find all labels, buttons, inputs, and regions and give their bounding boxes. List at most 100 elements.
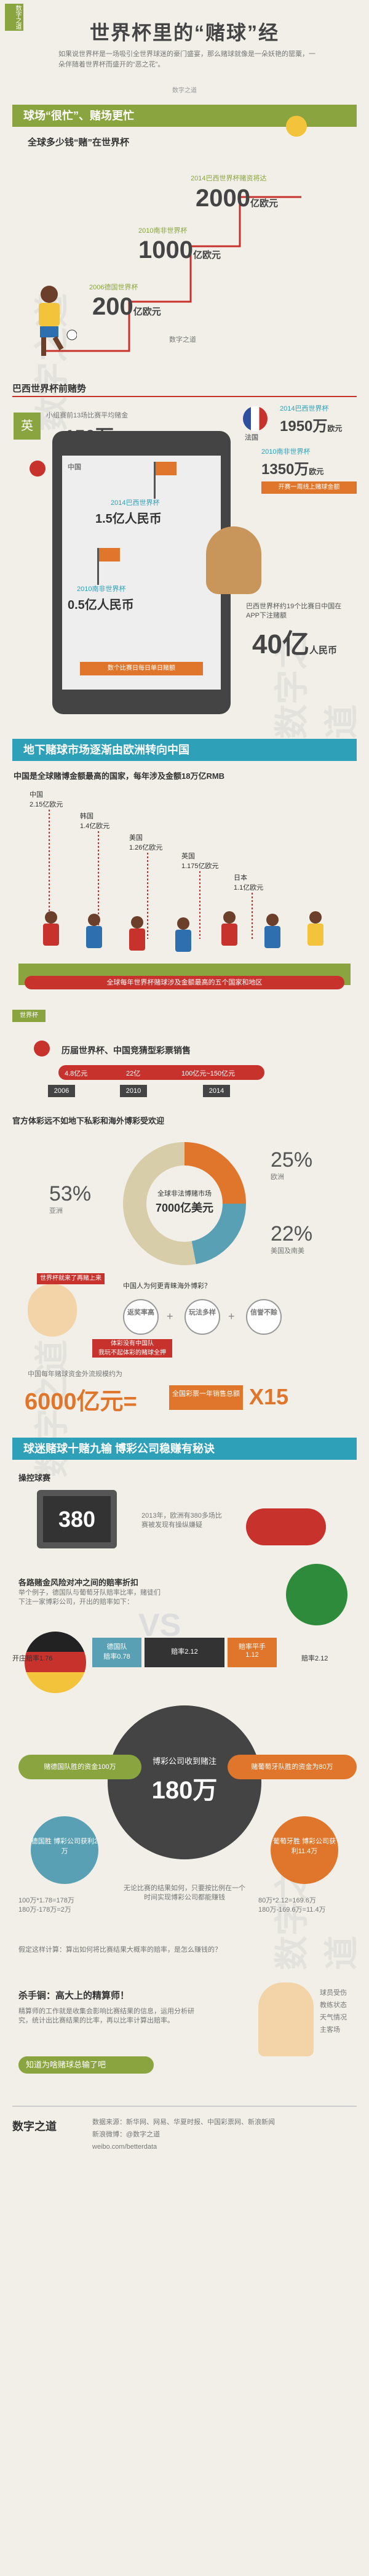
odds-note: 举个例子，德国队与葡萄牙队赔率比率，赌徒们下注一家博彩公司，开出的赔率如下：	[18, 1589, 161, 1606]
china-label: 中国	[68, 464, 81, 471]
growth-stairs	[43, 196, 301, 352]
uk-icon: 英	[14, 413, 41, 440]
portugal-flag-icon	[286, 1564, 347, 1625]
tv-number: 380	[43, 1496, 111, 1542]
pool-left: 赌德国队胜的资金100万	[18, 1755, 141, 1779]
timeline-value: 4.8亿元	[65, 1070, 88, 1077]
china-2010-amount: 0.5亿人民币	[68, 598, 134, 612]
country-amount: 2.15亿欧元	[30, 801, 63, 808]
country-item: 韩国 1.4亿欧元	[80, 811, 109, 831]
footer-url: weibo.com/betterdata	[92, 2143, 157, 2151]
outflow-amount: 6000亿元=	[25, 1389, 137, 1415]
variety-icon	[184, 1299, 220, 1335]
footer-weibo: 新浪微博：@数字之道	[92, 2131, 161, 2138]
center-label: 博彩公司收到赌注	[152, 1757, 216, 1766]
app-number: 40亿	[252, 629, 309, 659]
country-item: 英国 1.175亿欧元	[181, 851, 219, 871]
country-amount: 1.1亿欧元	[234, 884, 264, 892]
manip-title: 操控球赛	[18, 1473, 51, 1483]
reason-label: 信誉不赊	[250, 1309, 277, 1316]
why-question: 中国人为何更青睐海外博彩？	[123, 1282, 211, 1290]
china-flag-icon	[34, 1040, 50, 1057]
center-value: 180万	[151, 1777, 218, 1804]
section-subtitle: 中国是全球赌博金额最高的国家，每年涉及金额18万亿RMB	[14, 771, 225, 781]
section-subtitle: 全球多少钱“赌”在世界杯	[28, 137, 130, 148]
portugal-odds: 1.12	[245, 1651, 259, 1659]
amount-label: 2014巴西世界杯赌资将达	[191, 175, 267, 182]
pro-item: 教练状态	[320, 2002, 347, 2009]
section-heading: 球迷赌球十赌九输 博彩公司稳赚有秘诀	[12, 1438, 357, 1460]
country-amount: 1.26亿欧元	[129, 844, 163, 851]
reason-label: 玩法多样	[189, 1309, 216, 1316]
app-label: 巴西世界杯约19个比赛日中国在APP下注赌额	[246, 603, 342, 619]
category-tag: 数字之道	[5, 4, 23, 31]
footer-sources: 数据来源：新华网、网易、华夏时报、中国彩票网、新浪新闻	[92, 2119, 275, 2126]
high-return-icon	[123, 1299, 159, 1335]
center-circle	[108, 1705, 261, 1859]
section-subtitle: 巴西世界杯前赌势	[12, 384, 87, 394]
france-flag-icon	[243, 406, 268, 431]
amount-label: 2006德国世界杯	[89, 284, 138, 291]
plus-icon: +	[228, 1310, 235, 1322]
speech-text: 我玩不起体彩的赌球全押	[98, 1350, 166, 1356]
app-unit: 人民币	[309, 645, 337, 656]
pro-item: 天气情况	[320, 2014, 347, 2021]
amount-2014: 2000亿欧元	[196, 185, 278, 212]
portugal-label: 赔率平手	[239, 1643, 266, 1651]
country-name: 美国	[129, 834, 143, 842]
page-title: 世界杯里的“赌球”经	[89, 22, 279, 44]
crying-fan-illustration	[28, 1284, 77, 1337]
donut-center-value: 7000亿美元	[155, 1202, 214, 1214]
reason-label: 返奖率高	[127, 1309, 154, 1316]
country-item: 日本 1.1亿欧元	[234, 872, 263, 892]
pro-item: 球员受伤	[320, 1989, 347, 1997]
china-flag-icon	[30, 461, 46, 477]
final-note: 假定这样计算：算出如何将比赛结果大概率的赔率，是怎么赚钱的？	[18, 1946, 221, 1954]
amount-number: 2000	[196, 185, 250, 212]
countries-note: 全球每年世界杯赌球涉及金额最高的五个国家和地区	[25, 976, 344, 989]
segment-label: 亚洲	[49, 1207, 63, 1215]
outflow-label: 中国每年赌球资金外流规模约为	[28, 1371, 122, 1378]
country-amount: 1.4亿欧元	[80, 823, 110, 830]
pro-title: 杀手锏：高大上的精算师！	[18, 1990, 130, 2001]
france-2010-number: 1350万	[261, 461, 309, 478]
country-amount: 1.175亿欧元	[181, 863, 219, 870]
actuary-illustration	[258, 1982, 314, 2056]
intro-text: 如果说世界杯是一场吸引全世界球迷的豪门盛宴，那么赌球就像是一朵妖艳的罂粟，一朵伴…	[58, 50, 315, 68]
germany-win-badge: 德国胜 博彩公司获利2万	[31, 1816, 98, 1884]
quiz-banner: 知道为啥赌球总输了吧	[18, 2056, 154, 2074]
france-2010-label: 2010南非世界杯	[261, 448, 311, 456]
amount-number: 200	[92, 293, 133, 320]
germany-top-label: 开庄赔率1.76	[12, 1655, 53, 1662]
divider	[12, 396, 357, 397]
portugal-odds-box: 赔率平手 1.12	[228, 1638, 277, 1667]
football-icon	[286, 116, 307, 137]
multiplier: X15	[249, 1384, 289, 1409]
amount-label: 2010南非世界杯	[138, 227, 188, 235]
amount-unit: 亿欧元	[133, 307, 161, 317]
france-name: 法国	[245, 434, 258, 441]
speech-bubble: 体彩没有中国队 我玩不起体彩的赌球全押	[92, 1339, 172, 1358]
calc-left: 100万*1.78=178万 180万-178万=2万	[18, 1897, 74, 1914]
timeline-title: 历届世界杯、中国竞猜型彩票销售	[62, 1045, 191, 1055]
center-odds-box: 赔率2.12	[145, 1638, 224, 1667]
segment-pct: 53%	[49, 1182, 92, 1205]
segment-label: 欧洲	[271, 1173, 284, 1181]
odds-title: 各路赌金风险对冲之间的赔率折扣	[18, 1578, 139, 1587]
timeline-value: 22亿	[126, 1070, 141, 1077]
country-name: 中国	[30, 791, 43, 799]
calc-right: 80万*2.12=169.6万 180万-169.6万=11.4万	[258, 1897, 326, 1914]
china-2014-amount: 1.5亿人民币	[95, 512, 162, 526]
footer-area	[0, 2093, 369, 2576]
players-illustration	[18, 911, 351, 985]
portugal-win-badge: 葡萄牙胜 博彩公司获利11.4万	[271, 1816, 338, 1884]
gamepad-icon	[246, 1508, 326, 1545]
germany-flag-icon	[25, 1632, 86, 1693]
country-item: 美国 1.26亿欧元	[129, 832, 162, 852]
footer-brand: 数字之道	[12, 2120, 57, 2133]
vs-label: VS	[138, 1608, 181, 1643]
timeline-tag: 世界杯	[12, 1010, 46, 1022]
france-number: 1950万	[280, 418, 328, 435]
timeline-year: 2006	[48, 1085, 75, 1097]
germany-label: 德国队	[106, 1643, 127, 1651]
